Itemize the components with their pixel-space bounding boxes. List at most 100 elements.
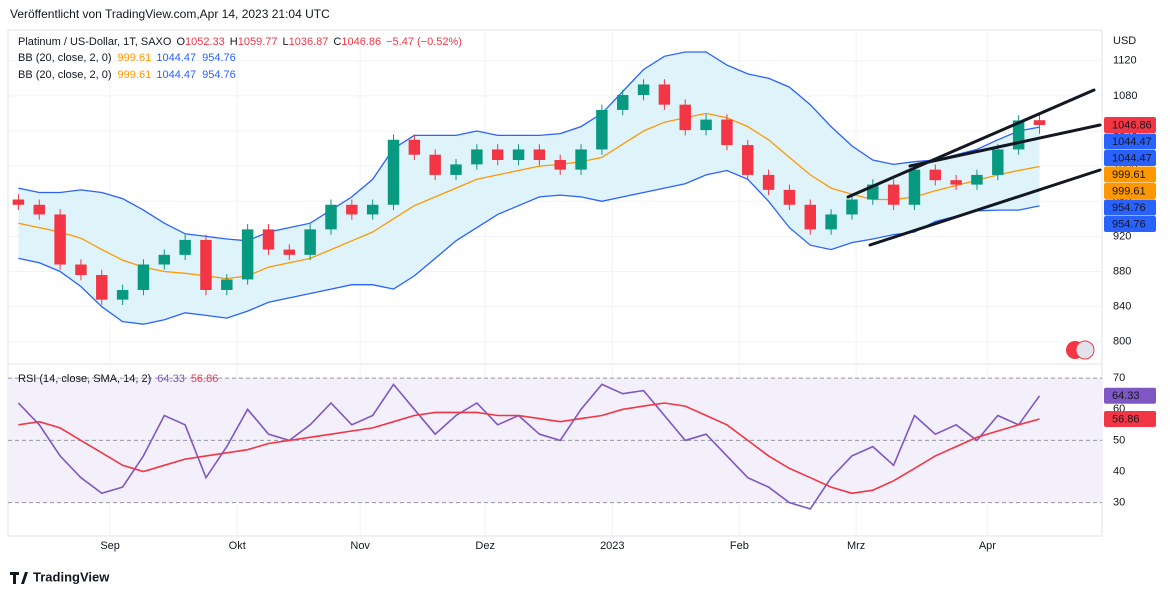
price-badge — [1104, 215, 1156, 232]
brand: TradingView — [33, 569, 110, 584]
candle-body — [346, 204, 358, 215]
x-tick-label: Nov — [350, 540, 370, 552]
candle-body — [54, 214, 66, 265]
candle-body — [116, 289, 129, 300]
legend-value: O — [176, 36, 185, 48]
x-tick-label: 2023 — [600, 540, 624, 552]
price-badge-label: 64.33 — [1112, 390, 1140, 402]
candle-body — [471, 149, 483, 165]
price-badge — [1104, 133, 1156, 150]
legend-value: 1046.86 — [341, 36, 381, 48]
legend-value: 1044.47 — [156, 52, 196, 64]
legend-value: C — [333, 36, 341, 48]
rsi-tick-label: 70 — [1113, 372, 1125, 384]
legend-value: BB (20, close, 2, 0) — [18, 69, 112, 81]
candle-body — [283, 249, 296, 255]
candle-body — [929, 169, 942, 181]
trend-lines — [846, 88, 1102, 247]
candle-body — [950, 180, 962, 185]
rsi-tick-label: 40 — [1113, 465, 1125, 477]
legend-value: −5.47 (−0.52%) — [386, 36, 462, 48]
candle-body — [846, 199, 858, 215]
x-tick-label: Apr — [979, 540, 996, 552]
candle-body — [200, 239, 212, 290]
candle-body — [887, 184, 900, 205]
legend-value: 1044.47 — [156, 69, 196, 81]
rsi-legend: RSI (14, close, SMA, 14, 2) 64.33 56.86 — [18, 373, 218, 385]
legend-value: 999.61 — [118, 69, 152, 81]
candle-body — [158, 254, 171, 265]
candle-body — [304, 229, 316, 255]
legend-value: 1052.33 — [185, 36, 225, 48]
legend-value: 954.76 — [202, 69, 236, 81]
candle-body — [179, 239, 191, 255]
candle-body — [658, 84, 671, 105]
candle-body — [554, 159, 566, 170]
price-badge — [1104, 116, 1156, 133]
price-badge — [1104, 182, 1156, 199]
plot-frame — [7, 29, 1103, 537]
price-badge-label: 954.76 — [1112, 218, 1146, 230]
price-badge — [1104, 387, 1156, 404]
candle-body — [429, 154, 441, 175]
price-badge-label: 1044.47 — [1112, 136, 1152, 148]
trend-line — [868, 168, 1102, 247]
candle-body — [575, 149, 587, 170]
candle-body — [221, 279, 233, 290]
trend-line — [846, 88, 1096, 199]
legend-value: 954.76 — [202, 52, 236, 64]
y-tick-label: 920 — [1113, 230, 1131, 242]
band-lower — [18, 169, 1040, 325]
price-badge — [1104, 199, 1156, 216]
legend-value: 64.33 — [157, 373, 185, 385]
y-tick-label: 880 — [1113, 265, 1131, 277]
x-tick-label: Mrz — [847, 540, 865, 552]
x-tick-label: Feb — [730, 540, 749, 552]
candle-body — [1033, 120, 1046, 125]
candle-body — [762, 174, 775, 190]
x-tick-label: Dez — [475, 540, 495, 552]
price-badge-label: 56.86 — [1112, 413, 1140, 425]
candle-body — [366, 204, 379, 215]
candle-body — [679, 104, 691, 131]
legend-value: RSI (14, close, SMA, 14, 2) — [18, 373, 151, 385]
y-tick-label: 800 — [1113, 336, 1131, 348]
legend-value: BB (20, close, 2, 0) — [18, 52, 112, 64]
published-note: Veröffentlicht von TradingView.com,Apr 1… — [10, 7, 330, 21]
y-tick-label: 1120 — [1113, 55, 1137, 67]
flag — [1075, 340, 1095, 360]
candle-body — [33, 204, 45, 215]
candle-body — [533, 149, 546, 160]
bb-legend: BB (20, close, 2, 0) 999.61 1044.47 954.76 — [18, 69, 236, 81]
candle-body — [992, 149, 1004, 175]
legend-value: H — [230, 36, 238, 48]
candle-body — [75, 264, 87, 276]
legend-value: 56.86 — [191, 373, 219, 385]
band-upper — [18, 51, 1040, 242]
candle-body — [700, 119, 712, 131]
price-badge-label: 999.61 — [1112, 185, 1146, 197]
bb-legend: BB (20, close, 2, 0) 999.61 1044.47 954.76 — [18, 52, 236, 64]
trend-line — [908, 123, 1102, 168]
candle-body — [96, 275, 108, 300]
candle-body — [325, 204, 337, 230]
candle-body — [867, 184, 879, 200]
band-fill — [18, 51, 1040, 325]
legend-value: 1036.87 — [289, 36, 329, 48]
price-badge-label: 999.61 — [1112, 169, 1146, 181]
candle-body — [262, 229, 275, 250]
candle-body — [512, 149, 525, 160]
candle-body — [804, 204, 816, 230]
candle-body — [908, 169, 921, 205]
rsi-sma-line — [18, 402, 1040, 495]
candle-body — [742, 145, 754, 175]
price-badge-label: 1046.86 — [1112, 119, 1152, 131]
candle-body — [450, 164, 462, 175]
y-tick-label: 840 — [1113, 301, 1131, 313]
price-badge-label: 954.76 — [1112, 202, 1146, 214]
candle-body — [825, 214, 837, 230]
price-badge — [1104, 149, 1156, 166]
x-tick-label: Sep — [100, 540, 120, 552]
rsi-tick-label: 50 — [1113, 434, 1125, 446]
candle-body — [408, 139, 421, 155]
